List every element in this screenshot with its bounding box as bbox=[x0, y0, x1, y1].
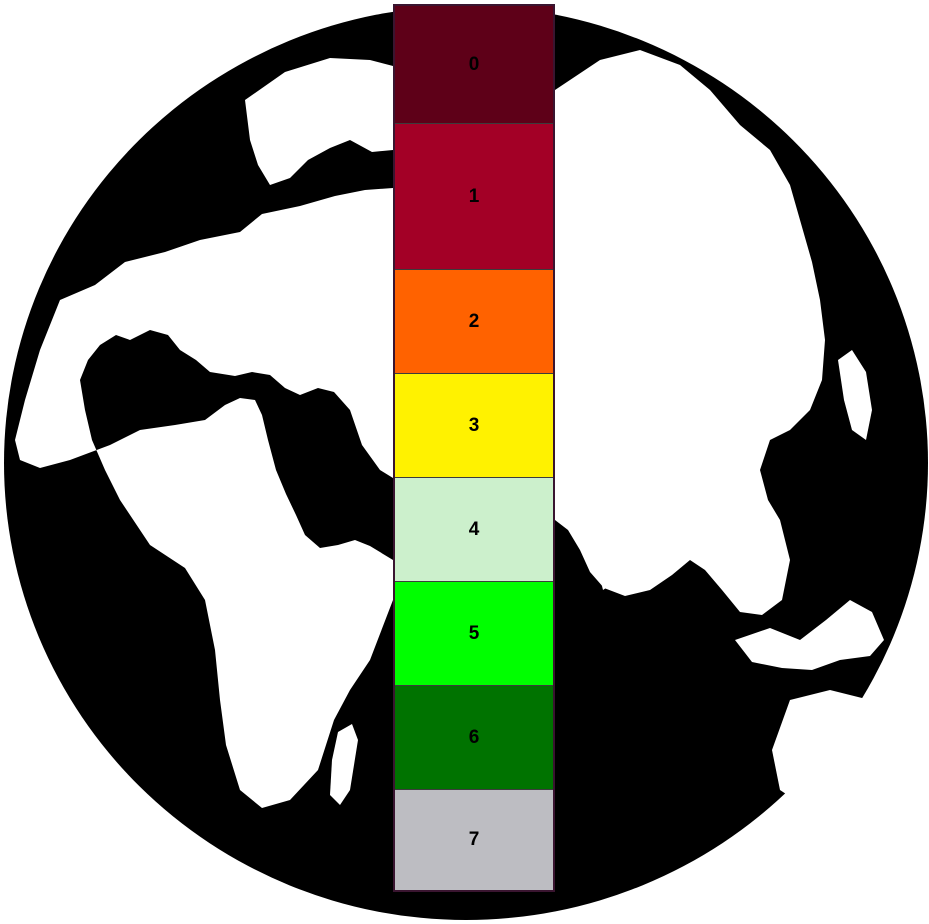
landmass-asia bbox=[555, 50, 825, 615]
landmass-scandinavia bbox=[245, 58, 393, 185]
scale-band-6: 6 bbox=[395, 686, 553, 790]
scale-band-2: 2 bbox=[395, 270, 553, 374]
scale-band-7: 7 bbox=[395, 790, 553, 890]
scale-band-label: 5 bbox=[468, 622, 480, 644]
color-scale: 0 1 2 3 4 5 6 7 bbox=[393, 4, 555, 892]
scale-band-4: 4 bbox=[395, 478, 553, 582]
scale-band-label: 0 bbox=[468, 53, 480, 75]
scale-band-label: 3 bbox=[468, 414, 480, 436]
landmass-madagascar bbox=[330, 724, 358, 805]
landmass-australia bbox=[772, 690, 900, 810]
scale-band-label: 2 bbox=[468, 310, 480, 332]
scale-band-label: 1 bbox=[468, 185, 480, 207]
landmass-se-asia-islands bbox=[735, 600, 884, 670]
scale-band-label: 7 bbox=[468, 829, 480, 850]
scale-band-1: 1 bbox=[395, 124, 553, 270]
scale-band-3: 3 bbox=[395, 374, 553, 478]
scale-band-5: 5 bbox=[395, 582, 553, 686]
scale-band-label: 6 bbox=[468, 726, 480, 748]
landmass-japan bbox=[838, 350, 872, 440]
landmass-africa-europe bbox=[15, 188, 393, 808]
landmass-sri-lanka bbox=[598, 566, 612, 590]
scale-band-label: 4 bbox=[468, 518, 480, 540]
scale-band-0: 0 bbox=[395, 6, 553, 124]
